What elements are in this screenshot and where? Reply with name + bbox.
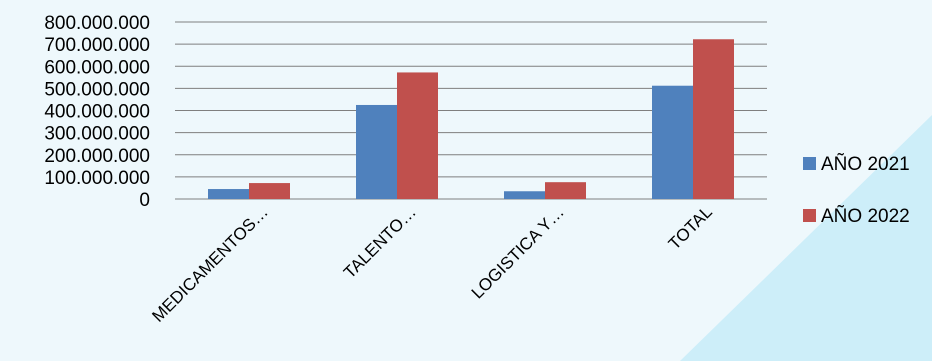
y-tick-label: 800.000.000 [44, 13, 150, 34]
y-tick-label: 500.000.000 [44, 79, 150, 100]
bar-series-1 [504, 191, 545, 199]
legend: AÑO 2021 AÑO 2022 [803, 153, 910, 227]
bar-series-1 [208, 189, 249, 199]
background-accent-shape [680, 115, 932, 361]
y-tick-label: 100.000.000 [44, 168, 150, 189]
x-axis-category-labels: MEDICAMENTOS… TALENTO… LOGISTICA Y… TOTAL [148, 202, 715, 325]
bar-series-2 [249, 183, 290, 199]
x-category-label: MEDICAMENTOS… [148, 202, 271, 325]
y-tick-label: 300.000.000 [44, 124, 150, 145]
bar-series-1 [356, 104, 397, 199]
y-axis-tick-labels: 0100.000.000200.000.000300.000.000400.00… [44, 13, 150, 211]
y-tick-label: 200.000.000 [44, 146, 150, 167]
x-category-label: LOGISTICA Y… [468, 202, 568, 302]
y-tick-label: 0 [139, 190, 150, 211]
legend-swatch [803, 157, 816, 170]
x-category-label: TALENTO… [340, 202, 420, 282]
legend-swatch [803, 209, 816, 222]
bar-series-1 [652, 85, 693, 199]
legend-label: AÑO 2021 [821, 153, 910, 175]
y-tick-label: 700.000.000 [44, 35, 150, 56]
bar-series-2 [397, 72, 438, 199]
y-tick-label: 400.000.000 [44, 102, 150, 123]
bar-series-2 [693, 39, 734, 199]
y-tick-label: 600.000.000 [44, 57, 150, 78]
bars [208, 39, 734, 199]
legend-label: AÑO 2022 [821, 205, 910, 227]
bar-series-2 [545, 182, 586, 199]
x-category-label: TOTAL [665, 202, 716, 253]
